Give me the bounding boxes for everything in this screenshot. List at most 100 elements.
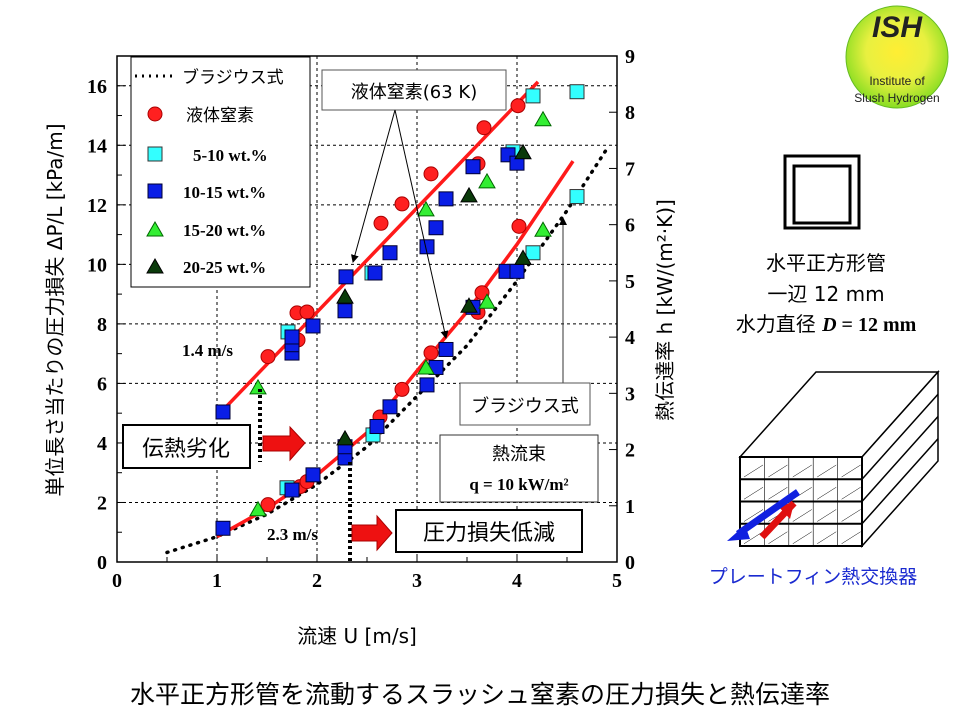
heat-transfer-point (382, 399, 398, 415)
heat-transfer-point (514, 249, 532, 265)
pressure-point (373, 215, 389, 231)
y-right-tick-label: 1 (625, 496, 635, 518)
heat-transfer-point (569, 189, 585, 205)
pressure-point (260, 349, 276, 365)
hx-fin-diagonal (817, 531, 837, 544)
y-left-tick-label: 10 (87, 254, 107, 276)
heat-transfer-point (438, 341, 454, 357)
degradation-box (122, 424, 251, 469)
tube-line2: 一辺 12 mm (767, 282, 884, 306)
legend: ブラジウス式 液体窒素 5-10 wt.% 10-15 wt.% 15-20 w… (130, 56, 311, 288)
pressure-point (336, 288, 354, 304)
cold-flow-arrow-shaft (735, 489, 801, 537)
y-right-tick-label: 0 (625, 552, 635, 574)
heat-transfer-point (509, 263, 525, 279)
tube-line3: 水力直径 D = 12 mm (736, 312, 917, 336)
pressure-point (514, 143, 532, 160)
pressure-point (438, 191, 454, 207)
heat-flux-box: 熱流束 q = 10 kW/m² (439, 434, 599, 503)
pressure-point (367, 265, 383, 281)
arrow-to-heat (394, 109, 449, 339)
hx-fin-diagonal (743, 531, 764, 544)
hx-side-plate (861, 393, 939, 480)
reduction-text: 圧力損失低減 (423, 521, 555, 546)
y-right-tick-label: 7 (625, 158, 635, 180)
heat-flux-frame (439, 434, 599, 503)
pressure-point (428, 220, 444, 236)
legend-15-20: 15-20 wt.% (183, 221, 266, 240)
x-tick-label: 1 (212, 570, 222, 592)
y-left-tick-label: 8 (97, 314, 107, 336)
x-tick-label: 3 (412, 570, 422, 592)
degradation-arrow-icon (262, 425, 306, 462)
logo-line1: Institute of (869, 74, 925, 88)
pressure-point (305, 318, 321, 334)
y-right-tick-label: 2 (625, 440, 635, 462)
hx-side-plate (861, 438, 939, 525)
hx-label: プレートフィン熱交換器 (709, 566, 918, 588)
heat-transfer-point (305, 467, 321, 483)
hx-fin-diagonal (841, 487, 861, 500)
x-tick-label: 0 (112, 570, 122, 592)
y-left-tick-label: 14 (87, 135, 107, 157)
square-tube-diagram: 水平正方形管 一辺 12 mm 水力直径 D = 12 mm (736, 154, 917, 336)
pressure-point (215, 404, 231, 420)
x-axis-label: 流速 U [m/s] (297, 624, 417, 648)
pressure-point (284, 329, 300, 345)
pressure-point (510, 98, 526, 114)
velocity-label-1-4: 1.4 m/s (182, 341, 233, 360)
x-tick-label: 4 (512, 570, 522, 592)
logo-circle (845, 5, 949, 109)
legend-box (130, 56, 311, 288)
heat-transfer-point (423, 345, 439, 361)
y-left-tick-label: 4 (97, 433, 107, 455)
degradation-text: 伝熱劣化 (142, 437, 230, 462)
hx-fin-diagonal (841, 531, 861, 544)
legend-blasius: ブラジウス式 (182, 67, 284, 88)
x-tick-label: 2 (312, 570, 322, 592)
tube-inner (792, 164, 852, 225)
hx-fin-diagonal (768, 531, 788, 544)
cold-flow-arrow-icon (727, 525, 750, 541)
hx-side-plate (861, 416, 939, 502)
pressure-point (417, 200, 435, 217)
y-right-tick-label: 3 (625, 383, 635, 405)
hx-fin-diagonal (743, 509, 764, 522)
heat-transfer-point (394, 381, 410, 397)
reduction-callout: 圧力損失低減 (351, 509, 583, 553)
y-right-tick-label: 4 (625, 327, 635, 349)
legend-10-15-swatch (147, 183, 163, 199)
heat-transfer-point (284, 482, 300, 498)
y-left-tick-label: 0 (97, 552, 107, 574)
hx-fin-diagonal (792, 531, 812, 544)
heat-transfer-point (369, 419, 385, 435)
hx-fin-diagonal (817, 509, 837, 522)
y-left-tick-label: 6 (97, 373, 107, 395)
hx-fin-diagonal (792, 509, 812, 522)
pressure-point (338, 269, 354, 285)
heat-transfer-point (460, 297, 478, 313)
pressure-point (382, 245, 398, 261)
hx-fin-diagonal (743, 487, 764, 500)
legend-5-10-swatch (147, 146, 163, 162)
heat-transfer-point (417, 359, 435, 375)
legend-20-25-swatch (146, 257, 164, 274)
hx-fin-diagonal (768, 487, 788, 500)
y-left-tick-label: 2 (97, 492, 107, 514)
heat-transfer-point (215, 520, 231, 536)
pressure-point (299, 304, 315, 320)
pressure-point (460, 186, 478, 203)
reduction-box (395, 509, 583, 553)
tube-outer (783, 154, 861, 230)
y-left-tick-label: 12 (87, 195, 107, 217)
figure-title: 水平正方形管を流動するスラッシュ窒素の圧力損失と熱伝達率 (130, 680, 830, 709)
reduction-arrow-icon (351, 514, 393, 552)
y-axis-left-label: 単位長さ当たりの圧力損失 ΔP/L [kPa/m] (43, 123, 67, 496)
pressure-point (394, 196, 410, 212)
blasius-curve (165, 145, 610, 555)
heat-transfer-point (511, 218, 527, 234)
logo-text: ISH (872, 11, 923, 44)
heat-transfer-point (478, 293, 496, 309)
ln2-callout-text: 液体窒素(63 K) (351, 82, 477, 103)
y-right-tick-label: 8 (625, 102, 635, 124)
